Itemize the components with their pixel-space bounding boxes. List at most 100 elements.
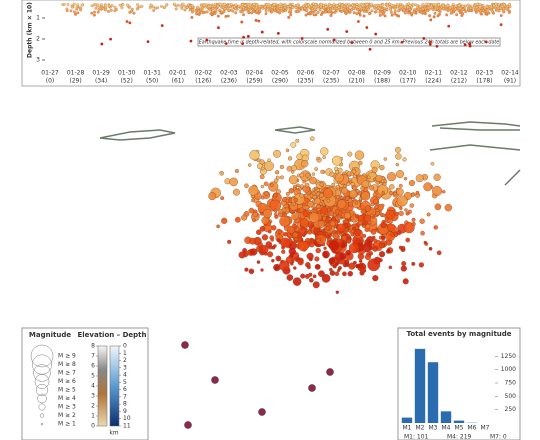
quake-dot [357, 214, 364, 222]
quake-dot [410, 192, 416, 197]
timeline-dot [283, 6, 287, 9]
quake-dot [335, 262, 339, 266]
quake-dot [351, 226, 357, 231]
timeline-dot [464, 4, 467, 8]
timeline-dot [365, 26, 369, 29]
colorbar-label: 7 [123, 393, 127, 400]
timeline-dot [484, 40, 488, 44]
timeline-dot [109, 37, 112, 41]
timeline-dot [395, 13, 399, 17]
quake-dot [275, 255, 282, 262]
quake-dot [274, 265, 280, 270]
timeline-dot [70, 5, 74, 9]
timeline-dot [403, 5, 407, 9]
timeline-dot [489, 8, 493, 12]
bar [427, 362, 439, 423]
quake-dot [381, 191, 385, 195]
timeline-dot [100, 42, 104, 46]
quake-dot [395, 211, 400, 216]
timeline-dot [208, 8, 212, 12]
timeline-dot [93, 13, 96, 17]
timeline-dot [407, 11, 411, 15]
quake-dot [229, 177, 238, 187]
timeline-dot [461, 8, 465, 12]
quake-dot [408, 179, 416, 187]
timeline-dot [468, 42, 472, 46]
colorbar-title: Elevation – Depth [77, 331, 146, 339]
quake-dot [420, 230, 425, 236]
quake-dot [310, 136, 315, 141]
timeline-dot [469, 6, 473, 10]
quake-dot [400, 265, 407, 272]
timeline-dot [433, 11, 437, 15]
timeline-dot [190, 16, 194, 19]
quake-dot [342, 262, 348, 268]
quake-dot [291, 212, 299, 221]
date-label: 02-13 [476, 70, 494, 77]
timeline-dot [224, 42, 228, 45]
x-tick-label: M1 [403, 425, 412, 432]
quake-dot [329, 267, 333, 272]
date-label: 02-01 [169, 70, 187, 77]
quake-dot [385, 209, 395, 220]
quake-dot [309, 241, 315, 248]
quake-dot [273, 192, 278, 198]
bar [453, 420, 465, 423]
quake-dot [296, 153, 303, 160]
quake-dot [419, 218, 425, 224]
quake-dot [379, 242, 385, 249]
timeline-dot [148, 6, 152, 9]
timeline-dot [201, 6, 204, 10]
quake-dot [396, 195, 408, 207]
timeline-dot [362, 14, 366, 18]
timeline-dot [378, 13, 382, 17]
timeline-dot [403, 11, 407, 15]
timeline-dot [310, 11, 314, 15]
timeline-dot [381, 3, 385, 7]
timeline-dot [478, 9, 482, 13]
timeline-dot [165, 3, 169, 7]
timeline-dot [441, 7, 445, 11]
quake-dot [248, 185, 259, 196]
quake-dot [337, 199, 347, 209]
timeline-dot [90, 11, 94, 15]
quake-dot [329, 171, 335, 177]
quake-dot [347, 270, 354, 277]
quake-dot [260, 184, 265, 189]
timeline-dot [254, 18, 258, 22]
quake-dot [312, 281, 320, 289]
quake-dot [278, 260, 290, 272]
colorbar-label: 8 [123, 401, 127, 408]
timeline-dot [205, 10, 209, 14]
date-label: 02-10 [399, 70, 417, 77]
quake-dot [388, 190, 394, 195]
timeline-dot [361, 4, 365, 8]
timeline-dot [197, 13, 201, 16]
timeline-dot [163, 5, 167, 9]
timeline-dot [98, 6, 102, 10]
timeline-dot [234, 7, 238, 11]
date-label: 02-05 [271, 70, 289, 77]
timeline-dot [222, 10, 226, 14]
timeline-dot [246, 34, 250, 38]
timeline-dot [233, 5, 236, 9]
quake-dot [372, 275, 379, 282]
quake-dot [307, 200, 314, 208]
quake-dot [442, 190, 446, 194]
timeline-dot [419, 10, 423, 14]
quake-dot [335, 290, 340, 294]
quake-dot [325, 226, 330, 231]
depth-tick-label: 1 [36, 15, 40, 22]
quake-dot [288, 247, 296, 256]
quake-dot [252, 211, 258, 218]
timeline-dot [255, 9, 259, 13]
quake-dot [354, 150, 365, 160]
quake-dot [433, 225, 438, 230]
date-label: 02-02 [195, 70, 213, 77]
quake-dot [345, 196, 350, 201]
quake-dot [329, 220, 336, 227]
quake-dot [360, 208, 366, 215]
magnitude-label: M ≥ 7 [58, 370, 76, 377]
quake-dot [275, 170, 280, 175]
